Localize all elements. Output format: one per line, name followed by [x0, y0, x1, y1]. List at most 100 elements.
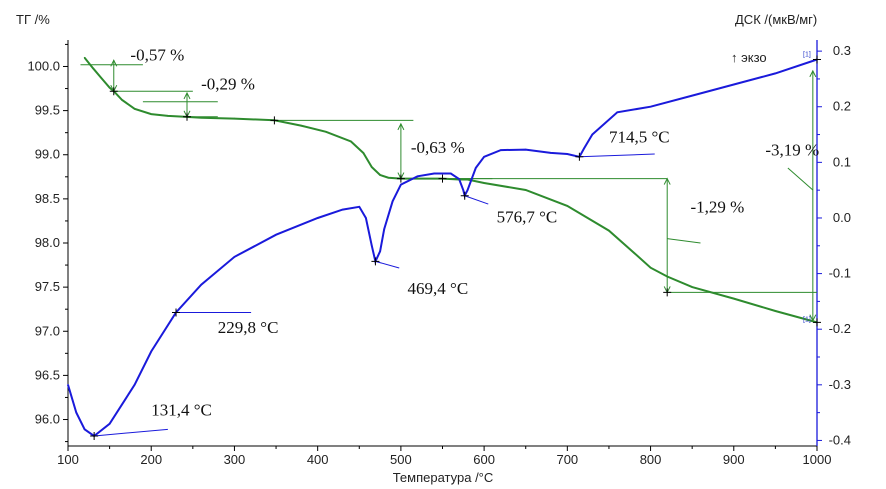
x-tick-label: 500 [390, 452, 412, 467]
tg-point [167, 115, 169, 117]
dsc-point [616, 111, 619, 114]
tg-point [466, 178, 469, 181]
dsc-point [275, 233, 277, 236]
tg-step-arrowhead [110, 59, 118, 67]
tg-point [233, 117, 236, 120]
tg-marker [813, 318, 821, 327]
tg-point [121, 99, 123, 101]
y-left-tick-label: 96.5 [35, 367, 60, 382]
dsc-point [433, 172, 435, 175]
dsc-point [474, 167, 477, 169]
dsc-marker [575, 152, 584, 161]
y-left-tick-label: 97.5 [35, 279, 60, 294]
axes: 100 200 300 400 500 600 700 800 900 1000 96.0 96.5 9… [27, 40, 851, 467]
tg-point [370, 166, 373, 168]
y-right-tick-label: 0.1 [833, 154, 851, 169]
tg-point [649, 266, 652, 269]
dsc-leader-line [375, 260, 400, 269]
dsc-marker [172, 308, 181, 317]
dsc-marker [460, 191, 469, 200]
y-left-tick-label: 98.0 [35, 235, 60, 250]
y-left-tick-label: 100.0 [27, 58, 60, 73]
dsc-point [499, 149, 502, 151]
dsc-marker [90, 431, 99, 440]
dsc-point [379, 250, 381, 253]
tg-point [150, 113, 153, 115]
dsc-point [358, 206, 361, 208]
x-tick-label: 200 [140, 452, 162, 467]
dsc-point [400, 183, 402, 186]
dsc-point [774, 72, 777, 75]
dsc-leader-line [464, 195, 489, 205]
x-axis-title: Температура /°C [393, 470, 494, 485]
annotation-label: -0,63 % [411, 138, 465, 157]
tg-step-arrowhead [397, 122, 405, 131]
tg-point [379, 174, 381, 176]
tg-point [483, 182, 485, 184]
tg-point [691, 286, 693, 288]
tg-marker [396, 174, 405, 183]
annotation-label: -1,29 % [691, 197, 745, 216]
dsc-point [450, 172, 452, 175]
y-left-tick-label: 99.0 [35, 147, 60, 162]
annotation-label: 131,4 °C [151, 400, 212, 419]
dsc-point [365, 217, 367, 219]
dsc-point [524, 148, 527, 151]
dsc-point [67, 384, 69, 386]
tg-step-arrowhead [663, 177, 671, 185]
tg-leader-line [667, 238, 701, 244]
dsc-point [341, 208, 344, 211]
tg-marker [183, 112, 192, 121]
x-tick-label: 300 [224, 452, 246, 467]
annotation-label: 469,4 °C [408, 279, 469, 298]
tg-point [608, 229, 610, 232]
tg-point [666, 275, 668, 278]
tg-point [350, 140, 352, 143]
dsc-point [370, 244, 373, 247]
x-tick-label: 800 [640, 452, 662, 467]
y-left-tick-label: 97.0 [35, 323, 60, 338]
annotation-label: 714,5 °C [609, 127, 670, 146]
y-left-tick-label: 96.0 [35, 412, 60, 427]
y-right-tick-label: 0.2 [833, 99, 851, 114]
tg-point [108, 86, 111, 89]
tg-marker [270, 116, 279, 125]
y-right-tick-label: -0.4 [829, 432, 851, 447]
y-right-tick-label: 0.3 [833, 43, 851, 58]
y-right-tick-label: -0.3 [829, 377, 851, 392]
x-tick-label: 400 [307, 452, 329, 467]
dsc-point [566, 153, 569, 155]
tg-marker [109, 87, 118, 96]
dsc-point [108, 422, 111, 425]
tg-point [524, 189, 527, 191]
tg-point [200, 116, 202, 119]
tg-leader-line [787, 167, 814, 191]
y-right-tick-label: -0.2 [829, 321, 851, 336]
dsc-leader-line [94, 428, 168, 437]
tg-marker [663, 288, 672, 297]
dsc-point [200, 283, 202, 286]
dsc-point [391, 200, 394, 203]
tg-point [633, 251, 635, 254]
tg-point [732, 297, 735, 300]
dsc-point [416, 175, 419, 178]
dsc-point [75, 411, 78, 414]
series: [1] [1] [67, 51, 821, 440]
tg-point [566, 205, 569, 207]
tg-point [325, 130, 327, 133]
dsc-point [83, 428, 86, 431]
x-tick-label: 600 [473, 452, 495, 467]
tg-point [133, 108, 136, 110]
tg-step-arrowhead [809, 69, 817, 78]
tg-end-label: [1] [803, 316, 811, 323]
dsc-point [691, 94, 693, 97]
dsc-marker [371, 257, 380, 266]
dsc-point [233, 256, 236, 258]
dsc-point [150, 350, 153, 353]
annotations: -0,57 % -0,29 % -0,63 % 714,5 °C -3,19 % 576,… [80, 45, 819, 437]
dsc-point [466, 189, 469, 191]
tg-point [100, 77, 103, 79]
dsc-point [583, 147, 585, 150]
y-left-tick-label: 98.5 [35, 191, 60, 206]
x-tick-label: 100 [57, 452, 79, 467]
